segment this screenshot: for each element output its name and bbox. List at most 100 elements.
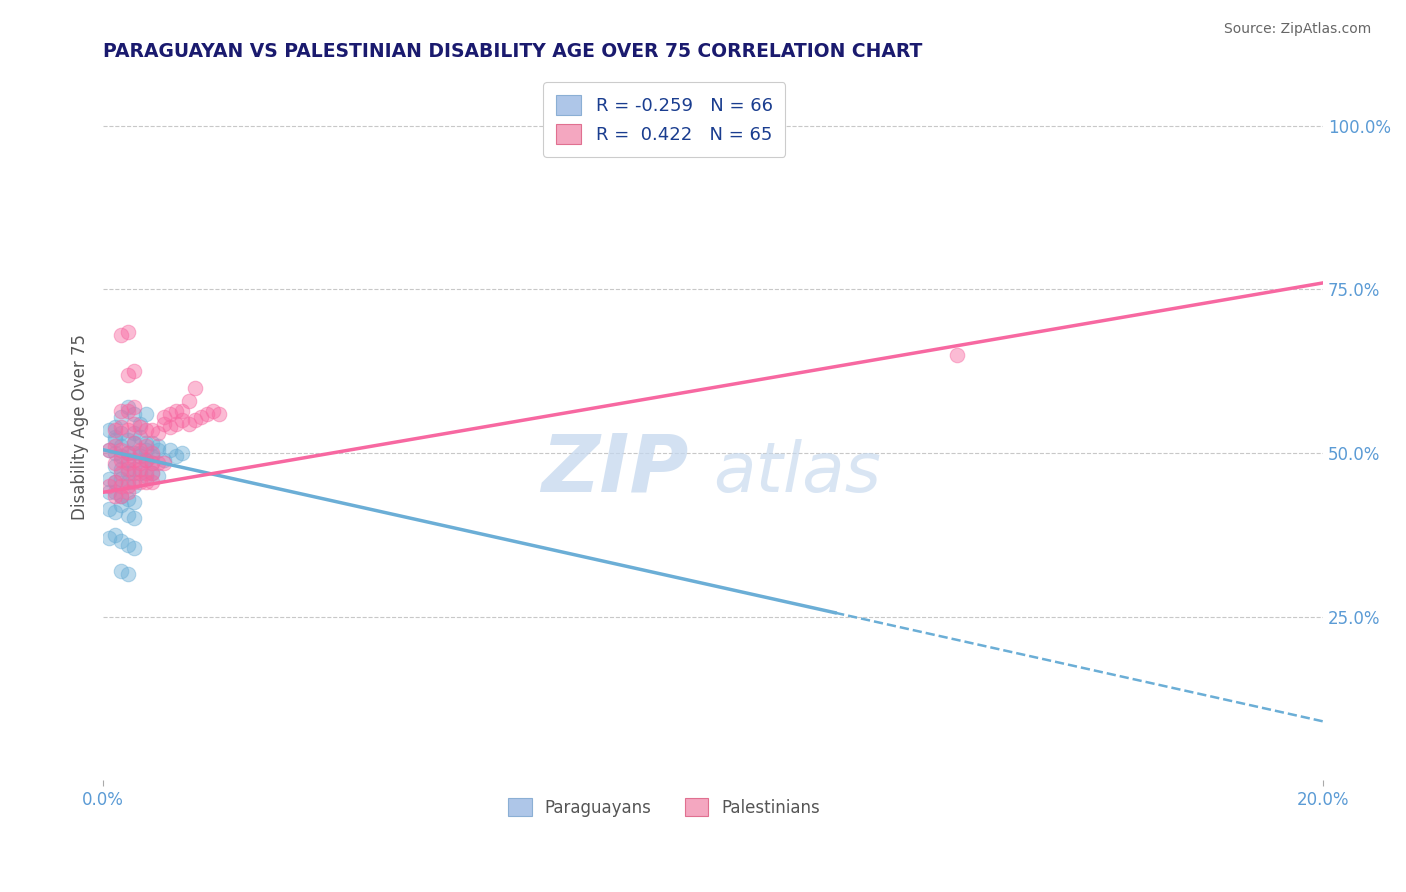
Point xyxy=(153,452,176,467)
Point xyxy=(117,567,139,582)
Point xyxy=(98,423,121,437)
Point xyxy=(98,501,121,516)
Point xyxy=(104,446,127,460)
Point xyxy=(110,499,132,513)
Point xyxy=(165,450,187,464)
Point xyxy=(146,469,169,483)
Point xyxy=(117,462,139,476)
Point xyxy=(122,436,145,450)
Point xyxy=(172,403,194,417)
Point xyxy=(141,466,163,480)
Point xyxy=(104,475,127,490)
Point xyxy=(110,462,132,476)
Point xyxy=(141,456,163,470)
Point xyxy=(128,450,150,464)
Point xyxy=(110,564,132,578)
Point xyxy=(135,469,157,483)
Point xyxy=(104,489,127,503)
Point xyxy=(128,475,150,490)
Point xyxy=(128,417,150,431)
Point xyxy=(104,475,127,490)
Point xyxy=(122,407,145,421)
Point xyxy=(117,456,139,470)
Point xyxy=(122,511,145,525)
Point xyxy=(117,508,139,523)
Point xyxy=(117,403,139,417)
Point xyxy=(146,426,169,441)
Point xyxy=(98,485,121,500)
Point xyxy=(195,407,218,421)
Point xyxy=(122,436,145,450)
Point xyxy=(135,466,157,480)
Point xyxy=(122,541,145,555)
Point xyxy=(122,446,145,460)
Point xyxy=(128,466,150,480)
Point xyxy=(135,452,157,467)
Point xyxy=(110,450,132,464)
Point xyxy=(172,413,194,427)
Point xyxy=(135,423,157,437)
Point xyxy=(153,456,176,470)
Point xyxy=(190,410,212,425)
Point xyxy=(165,417,187,431)
Point xyxy=(110,479,132,493)
Point xyxy=(141,466,163,480)
Point xyxy=(135,436,157,450)
Point xyxy=(128,430,150,444)
Point xyxy=(122,462,145,476)
Point xyxy=(159,407,181,421)
Point xyxy=(104,420,127,434)
Point xyxy=(110,452,132,467)
Point xyxy=(117,423,139,437)
Point xyxy=(122,495,145,509)
Point xyxy=(117,446,139,460)
Point xyxy=(128,420,150,434)
Point xyxy=(165,403,187,417)
Point xyxy=(104,440,127,454)
Point xyxy=(104,528,127,542)
Point xyxy=(141,475,163,490)
Point xyxy=(128,446,150,460)
Point xyxy=(104,430,127,444)
Point xyxy=(117,538,139,552)
Point xyxy=(117,485,139,500)
Y-axis label: Disability Age Over 75: Disability Age Over 75 xyxy=(72,334,89,520)
Point xyxy=(104,433,127,447)
Point xyxy=(110,410,132,425)
Point xyxy=(98,442,121,457)
Point xyxy=(122,401,145,415)
Point xyxy=(110,442,132,457)
Point xyxy=(98,531,121,545)
Text: atlas: atlas xyxy=(713,440,882,507)
Point xyxy=(141,456,163,470)
Point xyxy=(122,475,145,490)
Point xyxy=(98,472,121,486)
Point xyxy=(122,479,145,493)
Point xyxy=(183,381,205,395)
Point xyxy=(146,456,169,470)
Point xyxy=(110,534,132,549)
Point xyxy=(110,489,132,503)
Point xyxy=(117,325,139,339)
Point xyxy=(98,479,121,493)
Point xyxy=(135,475,157,490)
Point xyxy=(110,420,132,434)
Point xyxy=(128,456,150,470)
Point xyxy=(177,417,200,431)
Point xyxy=(183,413,205,427)
Point xyxy=(110,489,132,503)
Point xyxy=(141,423,163,437)
Point xyxy=(122,417,145,431)
Point xyxy=(104,505,127,519)
Point xyxy=(117,466,139,480)
Point xyxy=(135,440,157,454)
Point xyxy=(208,407,231,421)
Point xyxy=(98,442,121,457)
Point xyxy=(122,466,145,480)
Point xyxy=(122,426,145,441)
Point xyxy=(159,420,181,434)
Point xyxy=(117,433,139,447)
Point xyxy=(177,393,200,408)
Point xyxy=(135,452,157,467)
Point xyxy=(110,328,132,343)
